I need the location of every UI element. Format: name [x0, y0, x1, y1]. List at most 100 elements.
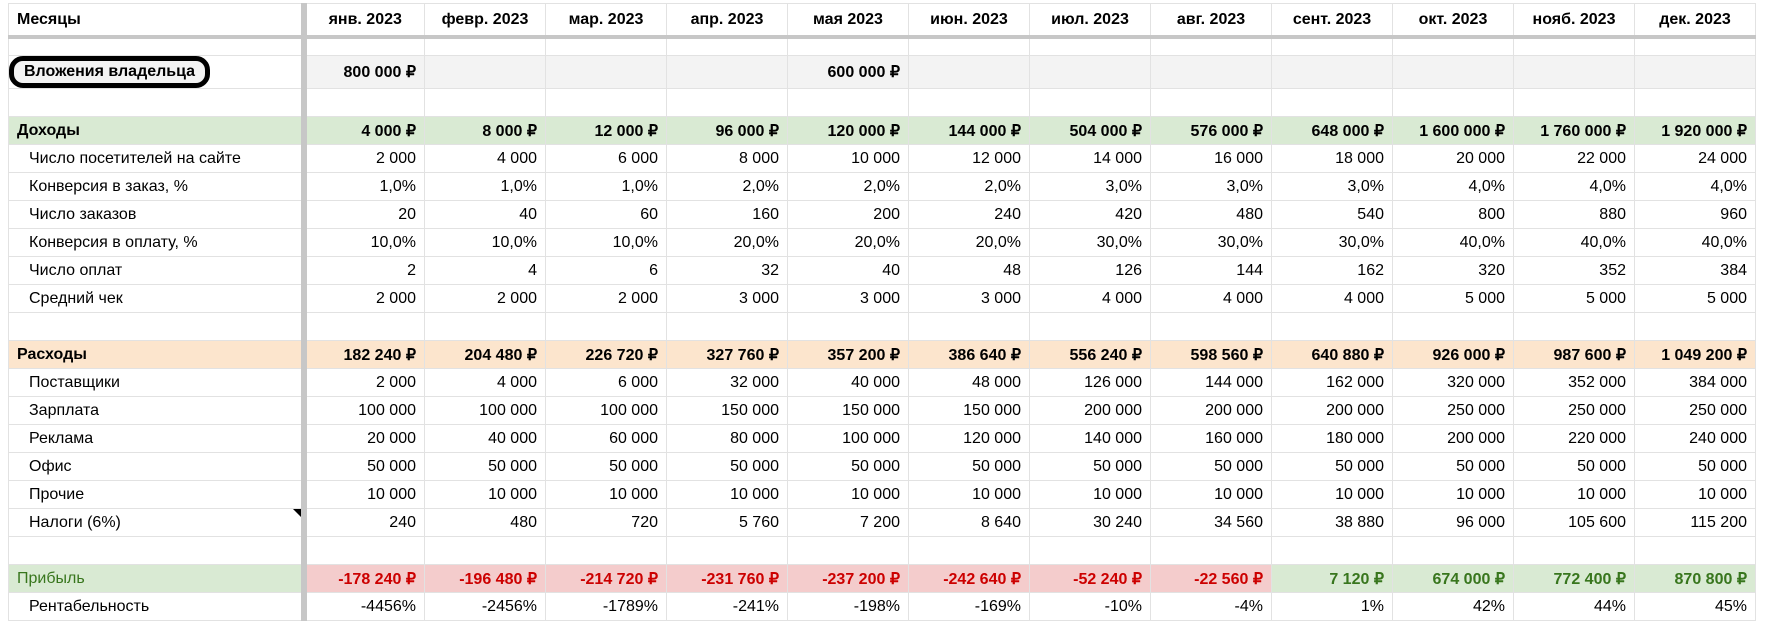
cell-empty[interactable] [1634, 312, 1756, 341]
cell-empty[interactable] [1271, 312, 1393, 341]
income-detail-value[interactable]: 3 000 [666, 284, 788, 313]
expenses-detail-value[interactable]: 100 000 [787, 424, 909, 453]
income-detail-value[interactable]: 2 000 [303, 144, 425, 173]
income-total-value[interactable]: 4 000 ₽ [303, 116, 425, 145]
margin-value[interactable]: -1789% [545, 592, 667, 621]
cell-empty[interactable] [8, 36, 307, 56]
expenses-detail-value[interactable]: 126 000 [1029, 368, 1151, 397]
cell-empty[interactable] [1513, 36, 1635, 56]
income-detail-value[interactable]: 40,0% [1513, 228, 1635, 257]
cell-empty[interactable] [1392, 88, 1514, 117]
cell-empty[interactable] [1513, 88, 1635, 117]
income-detail-value[interactable]: 4 000 [424, 144, 546, 173]
owner-investment-value[interactable] [908, 55, 1030, 89]
expenses-total-value[interactable]: 640 880 ₽ [1271, 340, 1393, 369]
expenses-detail-value[interactable]: 10 000 [545, 480, 667, 509]
expenses-total-value[interactable]: 386 640 ₽ [908, 340, 1030, 369]
header-month[interactable]: февр. 2023 [424, 3, 546, 39]
cell-empty[interactable] [303, 312, 425, 341]
income-detail-value[interactable]: 3,0% [1029, 172, 1151, 201]
income-detail-value[interactable]: 162 [1271, 256, 1393, 285]
cell-empty[interactable] [787, 88, 909, 117]
cell-empty[interactable] [666, 536, 788, 565]
header-month[interactable]: сент. 2023 [1271, 3, 1393, 39]
income-detail-value[interactable]: 3 000 [787, 284, 909, 313]
income-detail-value[interactable]: 384 [1634, 256, 1756, 285]
expenses-detail-value[interactable]: 144 000 [1150, 368, 1272, 397]
cell-empty[interactable] [666, 36, 788, 56]
profit-value[interactable]: -231 760 ₽ [666, 564, 788, 593]
expenses-detail-value[interactable]: 10 000 [1634, 480, 1756, 509]
income-detail-value[interactable]: 32 [666, 256, 788, 285]
expenses-detail-label[interactable]: Налоги (6%) [8, 508, 307, 537]
expenses-detail-value[interactable]: 50 000 [424, 452, 546, 481]
cell-empty[interactable] [1392, 312, 1514, 341]
expenses-detail-value[interactable]: 200 000 [1271, 396, 1393, 425]
income-detail-value[interactable]: 1,0% [303, 172, 425, 201]
profit-value[interactable]: -237 200 ₽ [787, 564, 909, 593]
cell-empty[interactable] [8, 312, 307, 341]
owner-investment-value[interactable] [1271, 55, 1393, 89]
profit-value[interactable]: -214 720 ₽ [545, 564, 667, 593]
income-detail-value[interactable]: 18 000 [1271, 144, 1393, 173]
expenses-detail-value[interactable]: 150 000 [908, 396, 1030, 425]
income-detail-value[interactable]: 4 000 [1271, 284, 1393, 313]
cell-empty[interactable] [787, 536, 909, 565]
expenses-detail-label[interactable]: Офис [8, 452, 307, 481]
header-month[interactable]: нояб. 2023 [1513, 3, 1635, 39]
expenses-detail-value[interactable]: 200 000 [1029, 396, 1151, 425]
income-detail-value[interactable]: 2 000 [424, 284, 546, 313]
expenses-detail-value[interactable]: 250 000 [1392, 396, 1514, 425]
income-detail-value[interactable]: 30,0% [1271, 228, 1393, 257]
income-detail-value[interactable]: 2 000 [303, 284, 425, 313]
income-detail-label[interactable]: Конверсия в оплату, % [8, 228, 307, 257]
income-detail-value[interactable]: 40,0% [1634, 228, 1756, 257]
owner-investment-value[interactable] [1634, 55, 1756, 89]
margin-value[interactable]: -4% [1150, 592, 1272, 621]
expenses-total-value[interactable]: 598 560 ₽ [1150, 340, 1272, 369]
expenses-total-value[interactable]: 357 200 ₽ [787, 340, 909, 369]
expenses-detail-value[interactable]: 320 000 [1392, 368, 1514, 397]
income-detail-value[interactable]: 4 000 [1029, 284, 1151, 313]
header-month[interactable]: июн. 2023 [908, 3, 1030, 39]
margin-value[interactable]: -198% [787, 592, 909, 621]
income-detail-value[interactable]: 480 [1150, 200, 1272, 229]
income-detail-value[interactable]: 2,0% [908, 172, 1030, 201]
margin-value[interactable]: -241% [666, 592, 788, 621]
expenses-detail-value[interactable]: 150 000 [666, 396, 788, 425]
income-detail-value[interactable]: 2,0% [666, 172, 788, 201]
expenses-detail-value[interactable]: 150 000 [787, 396, 909, 425]
cell-empty[interactable] [1150, 36, 1272, 56]
cell-empty[interactable] [908, 88, 1030, 117]
expenses-detail-value[interactable]: 10 000 [1150, 480, 1272, 509]
income-detail-label[interactable]: Конверсия в заказ, % [8, 172, 307, 201]
expenses-detail-value[interactable]: 38 880 [1271, 508, 1393, 537]
margin-value[interactable]: -4456% [303, 592, 425, 621]
header-month[interactable]: окт. 2023 [1392, 3, 1514, 39]
expenses-detail-value[interactable]: 4 000 [424, 368, 546, 397]
header-month[interactable]: июл. 2023 [1029, 3, 1151, 39]
income-detail-value[interactable]: 420 [1029, 200, 1151, 229]
income-detail-value[interactable]: 160 [666, 200, 788, 229]
expenses-detail-value[interactable]: 100 000 [545, 396, 667, 425]
owner-investment-value[interactable]: 800 000 ₽ [303, 55, 425, 89]
expenses-detail-label[interactable]: Прочие [8, 480, 307, 509]
header-months-label[interactable]: Месяцы [8, 3, 307, 39]
income-total-value[interactable]: 648 000 ₽ [1271, 116, 1393, 145]
income-total-value[interactable]: 12 000 ₽ [545, 116, 667, 145]
cell-empty[interactable] [8, 536, 307, 565]
income-total-value[interactable]: 120 000 ₽ [787, 116, 909, 145]
income-total-value[interactable]: 1 760 000 ₽ [1513, 116, 1635, 145]
income-detail-value[interactable]: 320 [1392, 256, 1514, 285]
cell-empty[interactable] [1271, 536, 1393, 565]
cell-empty[interactable] [1271, 88, 1393, 117]
margin-value[interactable]: 45% [1634, 592, 1756, 621]
expenses-total-value[interactable]: 987 600 ₽ [1513, 340, 1635, 369]
expenses-detail-label[interactable]: Зарплата [8, 396, 307, 425]
expenses-detail-value[interactable]: 10 000 [1029, 480, 1151, 509]
header-month[interactable]: мар. 2023 [545, 3, 667, 39]
expenses-detail-value[interactable]: 50 000 [1634, 452, 1756, 481]
margin-value[interactable]: 1% [1271, 592, 1393, 621]
owner-investment-value[interactable] [545, 55, 667, 89]
cell-empty[interactable] [666, 312, 788, 341]
